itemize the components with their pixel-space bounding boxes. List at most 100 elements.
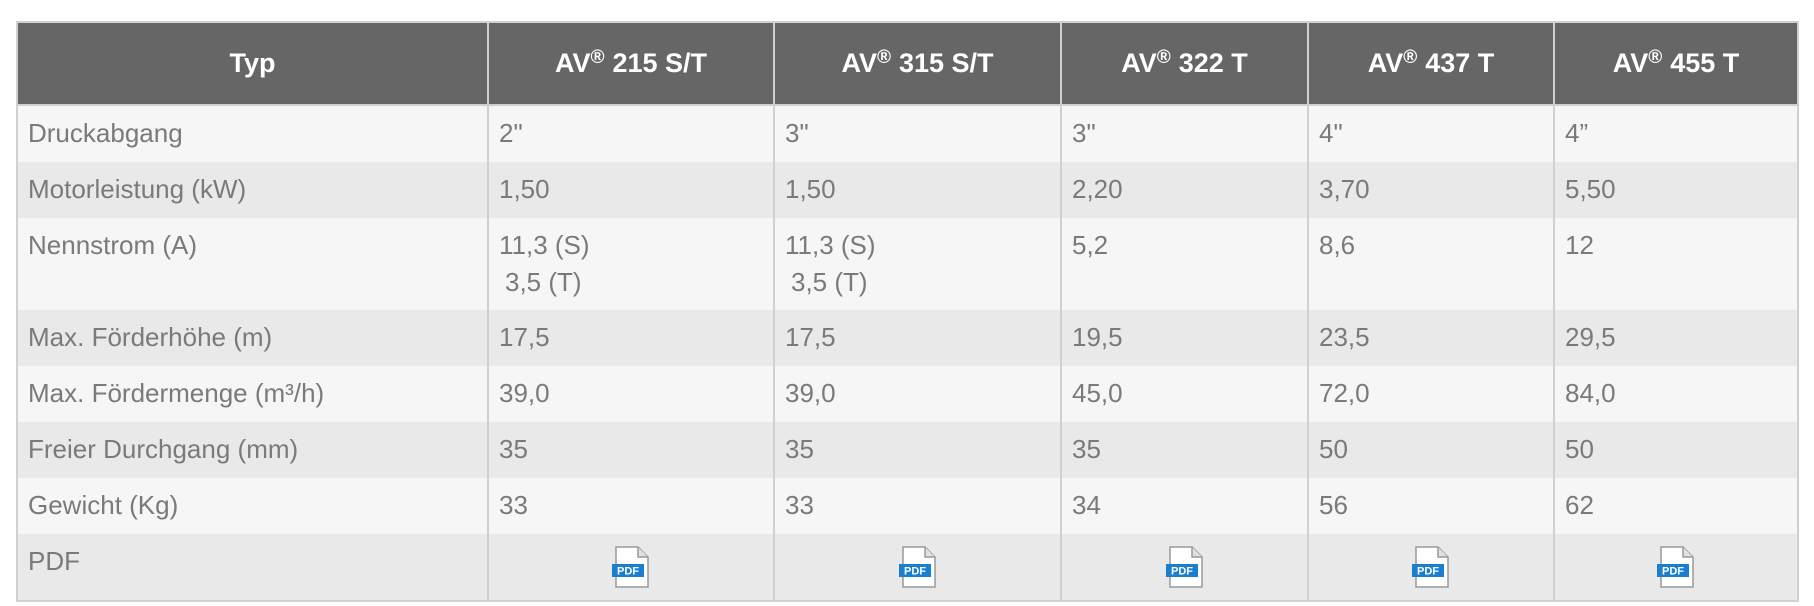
value-cell: 3" — [1060, 105, 1309, 162]
label-cell: Gewicht (Kg) — [16, 478, 489, 534]
table-row: Motorleistung (kW) 1,50 1,50 2,20 3,70 5,50 — [16, 162, 1799, 218]
pdf-icon[interactable]: PDF — [1165, 546, 1204, 588]
value-cell: 45,0 — [1060, 366, 1309, 422]
cell-text: Nennstrom (A) — [28, 230, 198, 260]
pdf-icon-text: PDF — [1417, 566, 1439, 578]
value-cell: 19,5 — [1060, 310, 1309, 366]
value-cell: 23,5 — [1307, 310, 1555, 366]
value-cell: 2" — [487, 105, 775, 162]
cell-text: 3" — [1072, 118, 1096, 148]
model-prefix: AV — [1367, 48, 1404, 78]
cell-text: 19,5 — [1072, 322, 1123, 352]
cell-text: 45,0 — [1072, 378, 1123, 408]
value-cell: 4" — [1307, 105, 1555, 162]
registered-mark: ® — [876, 47, 891, 68]
registered-mark: ® — [1156, 47, 1171, 68]
table-row: Max. Förderhöhe (m) 17,5 17,5 19,5 23,5 29,5 — [16, 310, 1799, 366]
value-cell: 11,3 (S) 3,5 (T) — [487, 218, 775, 310]
value-cell: 17,5 — [773, 310, 1062, 366]
header-cell: AV® 215 S/T — [487, 21, 775, 106]
cell-text: 35 — [1072, 434, 1101, 464]
value-cell: 33 — [773, 478, 1062, 534]
value-cell: 84,0 — [1553, 366, 1799, 422]
cell-text: 2" — [499, 118, 523, 148]
cell-text: Freier Durchgang (mm) — [28, 434, 299, 464]
value-cell: 50 — [1307, 422, 1555, 478]
value-cell: 50 — [1553, 422, 1799, 478]
pdf-icon[interactable]: PDF — [1657, 546, 1695, 588]
cell-text: 62 — [1565, 490, 1594, 520]
cell-text: 12 — [1565, 230, 1594, 260]
cell-text: 50 — [1565, 434, 1594, 464]
table-row: Druckabgang 2" 3" 3" 4" 4” — [16, 105, 1799, 162]
model-number: 455 T — [1670, 48, 1740, 78]
cell-text: 34 — [1072, 490, 1101, 520]
pdf-cell: PDF — [773, 534, 1062, 602]
value-cell: 33 — [487, 478, 775, 534]
model-prefix: AV — [841, 48, 877, 78]
table-row: Max. Fördermenge (m³/h) 39,0 39,0 45,0 72,0 8… — [16, 366, 1799, 422]
value-cell: 8,6 — [1307, 218, 1555, 310]
header-cell: Typ — [16, 21, 489, 106]
model-prefix: AV — [554, 48, 591, 78]
cell-text: 8,6 — [1319, 230, 1356, 260]
cell-text: 5,50 — [1565, 174, 1616, 204]
cell-text: 56 — [1319, 490, 1348, 520]
cell-text: 3" — [785, 118, 809, 148]
pdf-icon[interactable]: PDF — [612, 546, 650, 588]
cell-line: 11,3 (S) — [499, 230, 590, 260]
value-cell: 1,50 — [773, 162, 1062, 218]
cell-text: Motorleistung (kW) — [28, 174, 247, 204]
value-cell: 12 — [1553, 218, 1799, 310]
value-cell: 3,70 — [1307, 162, 1555, 218]
header-cell: AV® 455 T — [1553, 21, 1799, 106]
value-cell: 72,0 — [1307, 366, 1555, 422]
header-cell: AV® 437 T — [1307, 21, 1555, 106]
registered-mark: ® — [1403, 47, 1418, 68]
pdf-cell: PDF — [1307, 534, 1555, 602]
pdf-icon[interactable]: PDF — [1412, 546, 1450, 588]
model-number: 437 T — [1425, 48, 1495, 78]
cell-text: 33 — [785, 490, 814, 520]
value-cell: 39,0 — [487, 366, 775, 422]
value-cell: 34 — [1060, 478, 1309, 534]
cell-text: 50 — [1319, 434, 1348, 464]
cell-text: 84,0 — [1565, 378, 1616, 408]
cell-text: 1,50 — [785, 174, 836, 204]
header-text: Typ — [229, 48, 276, 78]
value-cell: 62 — [1553, 478, 1799, 534]
cell-text: 3,70 — [1319, 174, 1370, 204]
label-cell: Druckabgang — [16, 105, 489, 162]
cell-text: 17,5 — [499, 322, 550, 352]
value-cell: 11,3 (S) 3,5 (T) — [773, 218, 1062, 310]
value-cell: 56 — [1307, 478, 1555, 534]
label-cell: Motorleistung (kW) — [16, 162, 489, 218]
cell-text: Max. Fördermenge (m³/h) — [28, 378, 325, 408]
value-cell: 5,50 — [1553, 162, 1799, 218]
value-cell: 5,2 — [1060, 218, 1309, 310]
header-cell: AV® 315 S/T — [773, 21, 1062, 106]
pdf-icon[interactable]: PDF — [898, 546, 937, 588]
pdf-icon-text: PDF — [904, 566, 926, 578]
label-cell: Max. Förderhöhe (m) — [16, 310, 489, 366]
cell-text: 1,50 — [499, 174, 550, 204]
value-cell: 39,0 — [773, 366, 1062, 422]
label-cell: PDF — [16, 534, 489, 602]
value-cell: 3" — [773, 105, 1062, 162]
value-cell: 4” — [1553, 105, 1799, 162]
pdf-cell: PDF — [1060, 534, 1309, 602]
cell-text: 23,5 — [1319, 322, 1370, 352]
cell-text: Gewicht (Kg) — [28, 490, 179, 520]
cell-line: 3,5 (T) — [791, 267, 868, 297]
cell-text: 5,2 — [1072, 230, 1109, 260]
value-cell: 35 — [773, 422, 1062, 478]
cell-text: 17,5 — [785, 322, 836, 352]
cell-text: 72,0 — [1319, 378, 1370, 408]
cell-line: 11,3 (S) — [785, 230, 876, 260]
cell-text: 33 — [499, 490, 528, 520]
cell-text: Druckabgang — [28, 118, 183, 148]
pdf-cell: PDF — [487, 534, 775, 602]
